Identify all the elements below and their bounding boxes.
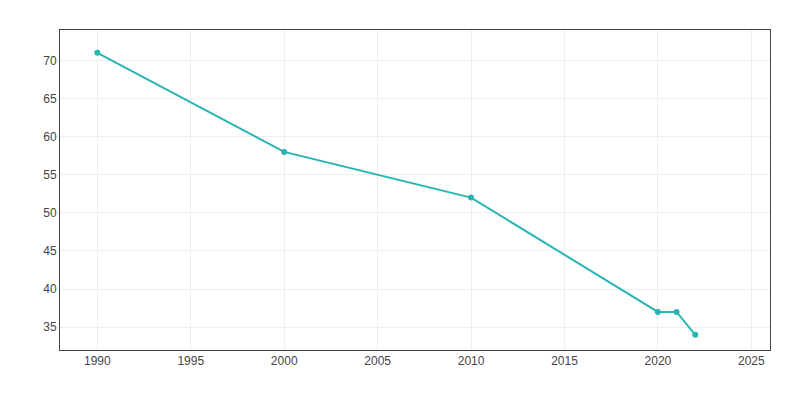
svg-text:2005: 2005 [364, 354, 391, 368]
svg-text:50: 50 [43, 206, 57, 220]
svg-text:1995: 1995 [177, 354, 204, 368]
svg-text:65: 65 [43, 92, 57, 106]
svg-text:70: 70 [43, 54, 57, 68]
svg-text:45: 45 [43, 244, 57, 258]
svg-text:2010: 2010 [458, 354, 485, 368]
svg-text:2015: 2015 [551, 354, 578, 368]
svg-text:1990: 1990 [84, 354, 111, 368]
svg-text:2020: 2020 [645, 354, 672, 368]
svg-text:55: 55 [43, 168, 57, 182]
svg-text:2000: 2000 [271, 354, 298, 368]
svg-text:40: 40 [43, 282, 57, 296]
svg-text:35: 35 [43, 320, 57, 334]
svg-text:2025: 2025 [738, 354, 765, 368]
svg-text:60: 60 [43, 130, 57, 144]
